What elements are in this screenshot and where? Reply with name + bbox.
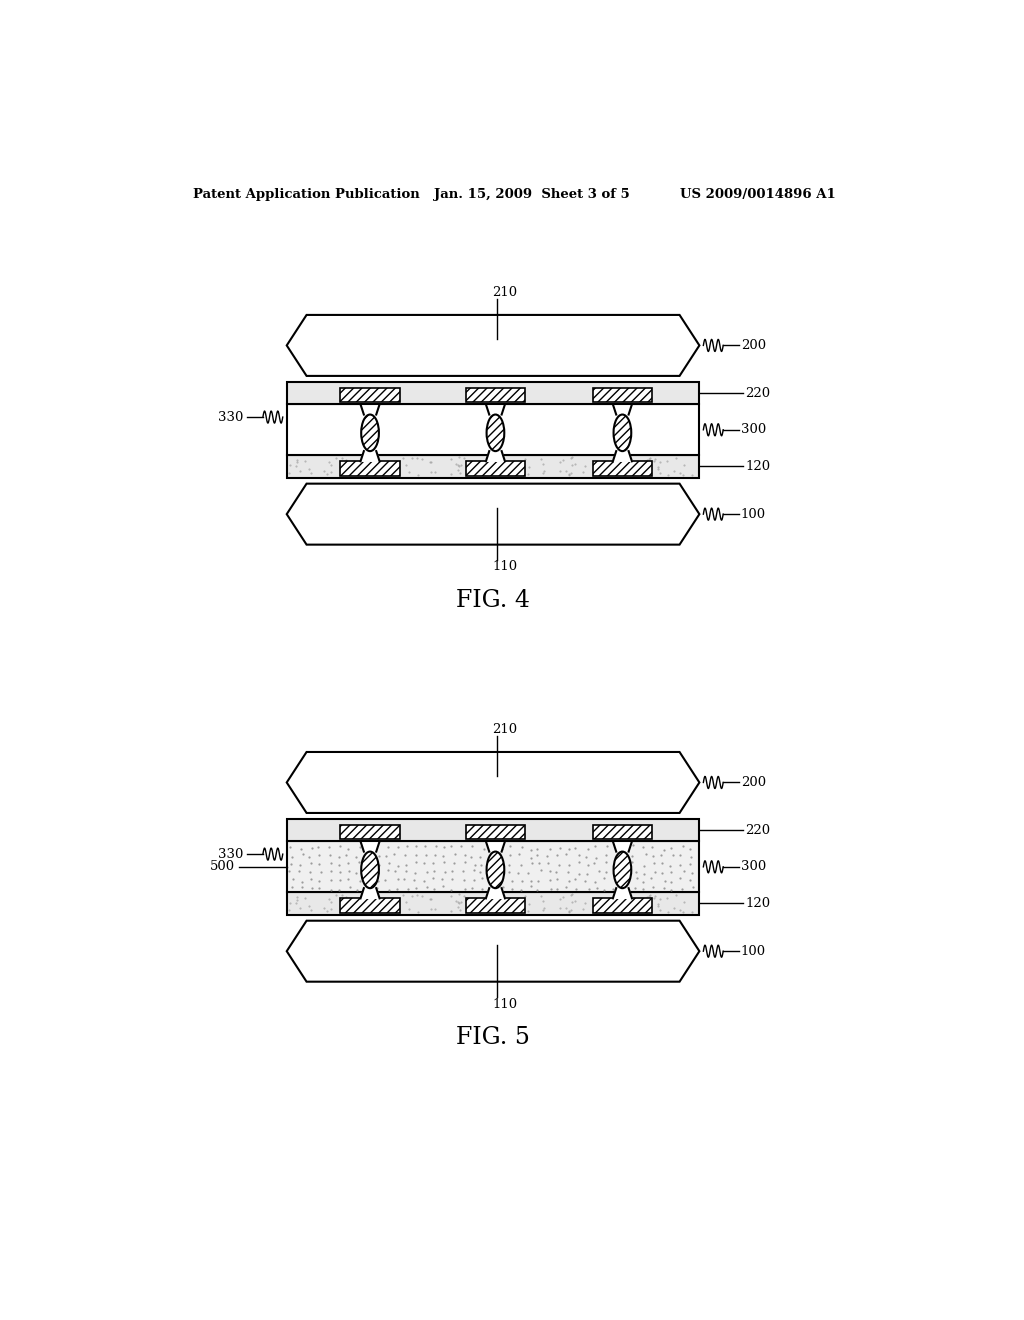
Polygon shape [360,888,380,899]
Polygon shape [486,841,505,851]
Text: 220: 220 [745,387,770,400]
Polygon shape [360,841,380,851]
Text: 220: 220 [745,824,770,837]
Polygon shape [360,451,380,461]
Text: 100: 100 [740,508,766,520]
Text: FIG. 5: FIG. 5 [456,1026,530,1049]
Text: 200: 200 [740,776,766,789]
Polygon shape [613,404,632,414]
Polygon shape [486,404,505,414]
Text: 200: 200 [740,339,766,352]
Bar [593,825,652,840]
Text: 300: 300 [740,424,766,437]
Text: 120: 120 [745,459,770,473]
Bar [287,892,699,915]
Bar [466,825,525,840]
Bar [340,899,399,912]
Ellipse shape [613,851,631,888]
Text: Patent Application Publication: Patent Application Publication [194,189,420,202]
Polygon shape [613,888,632,899]
Text: 330: 330 [218,847,243,861]
Polygon shape [287,752,699,813]
Polygon shape [287,315,699,376]
Text: 500: 500 [210,861,236,874]
Bar [466,899,525,912]
Polygon shape [613,841,632,851]
Ellipse shape [486,414,504,451]
Polygon shape [486,451,505,461]
Bar [593,388,652,403]
Bar [287,381,699,404]
Polygon shape [360,404,380,414]
Text: 210: 210 [493,286,517,300]
Ellipse shape [361,851,379,888]
Text: 330: 330 [218,411,243,424]
Text: 110: 110 [493,561,517,573]
Bar [287,841,699,892]
Bar [340,388,399,403]
Text: 120: 120 [745,896,770,909]
Text: 100: 100 [740,945,766,958]
Text: FIG. 4: FIG. 4 [456,589,530,612]
Text: 300: 300 [740,861,766,874]
Text: 110: 110 [493,998,517,1011]
Polygon shape [613,451,632,461]
Text: 210: 210 [493,723,517,737]
Polygon shape [287,921,699,982]
Polygon shape [287,483,699,545]
Bar [287,818,699,841]
Bar [287,455,699,478]
Ellipse shape [486,851,504,888]
Bar [466,388,525,403]
Bar [287,404,699,455]
Bar [593,461,652,475]
Bar [340,825,399,840]
Text: Jan. 15, 2009  Sheet 3 of 5: Jan. 15, 2009 Sheet 3 of 5 [433,189,630,202]
Bar [340,461,399,475]
Bar [593,899,652,912]
Polygon shape [486,888,505,899]
Bar [466,461,525,475]
Ellipse shape [613,414,631,451]
Text: US 2009/0014896 A1: US 2009/0014896 A1 [680,189,836,202]
Ellipse shape [361,414,379,451]
